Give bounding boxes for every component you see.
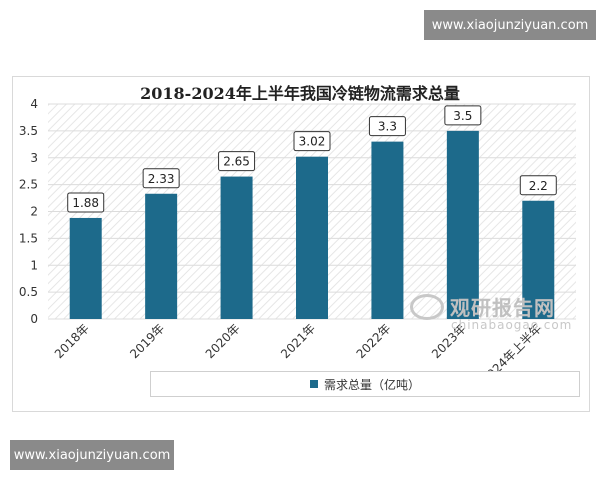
y-tick-label: 0.5 xyxy=(19,285,38,299)
bar xyxy=(69,217,102,319)
bar xyxy=(296,156,328,319)
data-label-box xyxy=(444,105,482,126)
y-tick-label: 2.5 xyxy=(19,178,38,192)
x-tick-label: 2018年 xyxy=(52,321,92,361)
data-label-box xyxy=(368,116,406,137)
x-tick-label: 2022年 xyxy=(354,321,394,361)
watermark-top: www.xiaojunziyuan.com xyxy=(424,10,596,40)
y-tick-label: 3 xyxy=(30,151,38,165)
data-label-text: 2.33 xyxy=(148,172,175,186)
data-label-text: 2.2 xyxy=(529,179,548,193)
data-label-box xyxy=(293,131,331,152)
y-tick-label: 3.5 xyxy=(19,124,38,138)
data-label-text: 3.3 xyxy=(378,120,397,134)
y-tick-label: 0 xyxy=(30,312,38,326)
bar xyxy=(371,141,404,319)
x-tick-label: 2021年 xyxy=(278,321,318,361)
data-label: 2.65 xyxy=(218,151,256,172)
data-label: 3.5 xyxy=(444,105,482,126)
chart-title: 2018-2024年上半年我国冷链物流需求总量 xyxy=(140,84,460,103)
bar xyxy=(522,200,555,319)
data-label-box xyxy=(519,175,557,196)
data-label: 2.33 xyxy=(142,168,180,189)
brand-watermark: 观研报告网 xyxy=(410,292,555,321)
data-label-text: 3.5 xyxy=(453,109,472,123)
bar xyxy=(446,130,479,319)
bar xyxy=(220,176,253,319)
x-tick-label: 2019年 xyxy=(127,321,167,361)
legend-label: 需求总量（亿吨） xyxy=(323,377,420,392)
bar xyxy=(145,193,178,319)
data-label-box xyxy=(142,168,180,189)
data-label-text: 2.65 xyxy=(223,155,250,169)
y-tick-label: 2 xyxy=(30,205,38,219)
watermark-bottom: www.xiaojunziyuan.com xyxy=(10,440,174,470)
brand-logo-icon xyxy=(410,293,444,320)
data-label: 1.88 xyxy=(67,192,105,213)
y-tick-label: 1 xyxy=(30,258,38,272)
brand-name: 观研报告网 xyxy=(450,296,555,320)
data-label: 3.02 xyxy=(293,131,331,152)
chart-legend: 需求总量（亿吨） xyxy=(150,371,580,397)
data-label-box xyxy=(67,192,105,213)
brand-domain: chinabaogao.com xyxy=(451,318,573,332)
data-label-box xyxy=(218,151,256,172)
legend-swatch xyxy=(309,380,318,388)
data-label-text: 3.02 xyxy=(299,135,326,149)
data-label: 2.2 xyxy=(519,175,557,196)
data-label-text: 1.88 xyxy=(72,196,99,210)
x-tick-label: 2020年 xyxy=(203,321,243,361)
y-tick-label: 1.5 xyxy=(19,231,38,245)
y-tick-label: 4 xyxy=(30,97,38,111)
data-label: 3.3 xyxy=(368,116,406,137)
